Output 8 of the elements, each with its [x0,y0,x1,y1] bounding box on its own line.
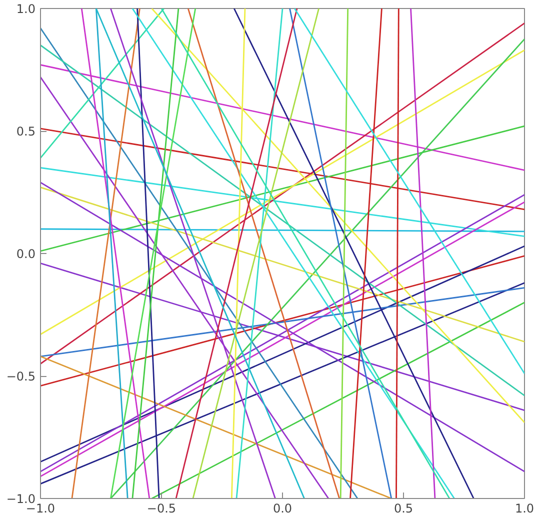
x-tick-label: 0.5 [394,502,414,516]
y-tick-label: −0.5 [6,370,36,384]
x-tick-label: 1.0 [514,502,534,516]
y-tick-label: 1.0 [16,2,36,16]
y-tick-label: 0.0 [16,247,36,261]
x-tick-label: −0.5 [146,502,176,516]
x-tick-label: 0.0 [272,502,292,516]
y-tick-label: 0.5 [16,124,36,138]
